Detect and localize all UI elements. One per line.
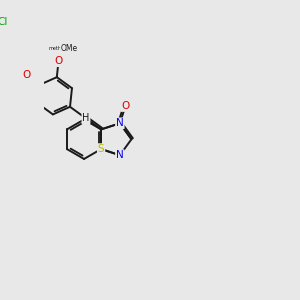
Text: O: O bbox=[22, 70, 30, 80]
Text: N: N bbox=[116, 150, 124, 160]
Text: O: O bbox=[54, 56, 63, 65]
Text: H: H bbox=[82, 113, 90, 123]
Text: OMe: OMe bbox=[60, 44, 78, 53]
Text: N: N bbox=[116, 118, 124, 128]
Text: S: S bbox=[98, 144, 104, 154]
Text: Cl: Cl bbox=[0, 17, 8, 27]
Text: methoxy: methoxy bbox=[49, 46, 70, 51]
Text: O: O bbox=[121, 101, 130, 111]
